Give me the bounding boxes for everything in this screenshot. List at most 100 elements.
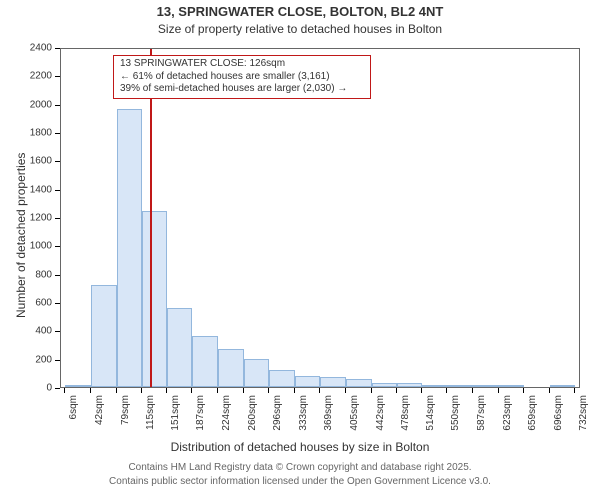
y-tick-mark [55, 331, 60, 332]
y-tick-mark [55, 133, 60, 134]
y-tick-label: 800 [0, 269, 52, 280]
x-tick-label: 296sqm [272, 395, 283, 431]
x-tick-label: 587sqm [476, 395, 487, 431]
x-tick-label: 732sqm [578, 395, 589, 431]
x-tick-mark [345, 388, 346, 393]
histogram-bar [218, 349, 243, 387]
x-tick-label: 42sqm [94, 395, 105, 425]
chart-subtitle: Size of property relative to detached ho… [0, 22, 600, 36]
y-tick-mark [55, 48, 60, 49]
histogram-bar [372, 383, 397, 387]
histogram-bar [295, 376, 320, 387]
y-tick-mark [55, 190, 60, 191]
histogram-bar [550, 385, 575, 387]
y-tick-label: 2200 [0, 71, 52, 82]
x-tick-label: 79sqm [120, 395, 131, 425]
x-tick-mark [217, 388, 218, 393]
y-tick-mark [55, 161, 60, 162]
y-tick-mark [55, 275, 60, 276]
histogram-bar [473, 385, 498, 387]
x-tick-label: 115sqm [145, 395, 156, 430]
y-tick-label: 1000 [0, 241, 52, 252]
histogram-bar [142, 211, 167, 387]
histogram-bar [397, 383, 422, 387]
y-tick-label: 400 [0, 326, 52, 337]
x-axis-label: Distribution of detached houses by size … [0, 440, 600, 454]
histogram-bar [65, 385, 90, 387]
y-tick-label: 200 [0, 354, 52, 365]
y-tick-label: 600 [0, 298, 52, 309]
x-tick-label: 260sqm [247, 395, 258, 431]
histogram-bar [422, 385, 447, 387]
y-tick-label: 1800 [0, 128, 52, 139]
y-tick-label: 1400 [0, 184, 52, 195]
x-tick-label: 369sqm [323, 395, 334, 431]
histogram-bar [447, 385, 473, 387]
y-tick-mark [55, 76, 60, 77]
y-tick-mark [55, 218, 60, 219]
x-tick-label: 623sqm [502, 395, 513, 431]
x-tick-label: 224sqm [221, 395, 232, 431]
y-tick-label: 0 [0, 383, 52, 394]
y-tick-mark [55, 360, 60, 361]
x-tick-mark [421, 388, 422, 393]
chart-title: 13, SPRINGWATER CLOSE, BOLTON, BL2 4NT [0, 4, 600, 19]
y-tick-label: 1200 [0, 213, 52, 224]
x-tick-mark [498, 388, 499, 393]
annotation-box: 13 SPRINGWATER CLOSE: 126sqm ← 61% of de… [113, 55, 371, 99]
y-tick-label: 2000 [0, 99, 52, 110]
x-tick-label: 151sqm [170, 395, 181, 431]
histogram-bar [117, 109, 142, 387]
x-tick-mark [294, 388, 295, 393]
footer-line-1: Contains HM Land Registry data © Crown c… [0, 462, 600, 473]
x-tick-mark [574, 388, 575, 393]
x-tick-mark [116, 388, 117, 393]
x-tick-mark [191, 388, 192, 393]
histogram-bar [269, 370, 295, 387]
x-tick-label: 514sqm [425, 395, 436, 431]
histogram-bar [320, 377, 345, 387]
histogram-bar [167, 308, 192, 387]
histogram-bar [346, 379, 372, 388]
x-tick-label: 659sqm [527, 395, 538, 431]
histogram-bar [192, 336, 218, 387]
x-tick-mark [319, 388, 320, 393]
plot-area: 13 SPRINGWATER CLOSE: 126sqm ← 61% of de… [60, 48, 580, 388]
x-tick-label: 550sqm [450, 395, 461, 431]
x-tick-mark [64, 388, 65, 393]
y-tick-mark [55, 303, 60, 304]
x-tick-mark [371, 388, 372, 393]
x-tick-mark [523, 388, 524, 393]
x-tick-label: 405sqm [349, 395, 360, 431]
y-tick-mark [55, 388, 60, 389]
x-tick-mark [141, 388, 142, 393]
annotation-line-larger: 39% of semi-detached houses are larger (… [120, 83, 364, 96]
y-axis-label: Number of detached properties [14, 153, 28, 318]
y-tick-label: 2400 [0, 43, 52, 54]
x-tick-mark [472, 388, 473, 393]
footer-line-2: Contains public sector information licen… [0, 476, 600, 487]
x-tick-mark [446, 388, 447, 393]
x-tick-label: 478sqm [400, 395, 411, 431]
x-tick-mark [268, 388, 269, 393]
x-tick-mark [396, 388, 397, 393]
histogram-bar [91, 285, 117, 387]
y-tick-mark [55, 246, 60, 247]
x-tick-mark [166, 388, 167, 393]
histogram-bar [499, 385, 524, 387]
y-tick-mark [55, 105, 60, 106]
histogram-bar [244, 359, 269, 387]
x-tick-mark [243, 388, 244, 393]
x-tick-label: 696sqm [553, 395, 564, 431]
x-tick-label: 442sqm [375, 395, 386, 431]
x-tick-mark [549, 388, 550, 393]
y-tick-label: 1600 [0, 156, 52, 167]
property-marker-line [150, 49, 152, 387]
chart-container: 13, SPRINGWATER CLOSE, BOLTON, BL2 4NT S… [0, 0, 600, 500]
annotation-title: 13 SPRINGWATER CLOSE: 126sqm [120, 58, 364, 71]
x-tick-label: 187sqm [195, 395, 206, 431]
annotation-line-smaller: ← 61% of detached houses are smaller (3,… [120, 71, 364, 84]
x-tick-label: 6sqm [68, 395, 79, 419]
x-tick-mark [90, 388, 91, 393]
x-tick-label: 333sqm [298, 395, 309, 431]
